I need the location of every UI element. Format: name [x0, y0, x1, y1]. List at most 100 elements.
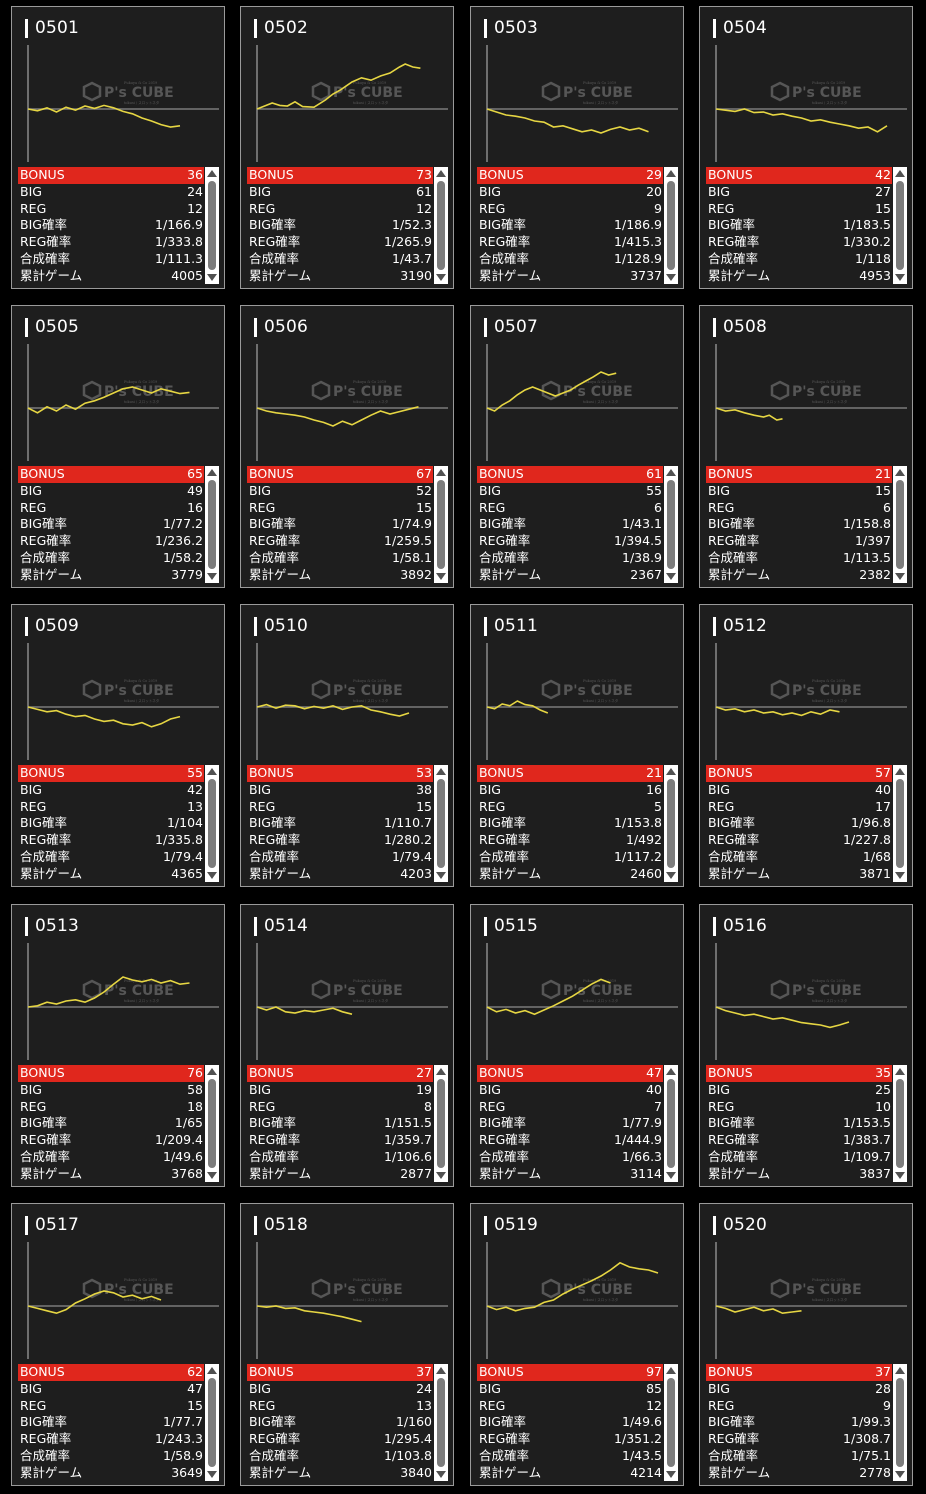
machine-card[interactable]: 0518 P's CUBE Fukuya & Co 2019 tokusi / スロッ…	[240, 1203, 454, 1486]
machine-card[interactable]: 0515 P's CUBE Fukuya & Co 2019 tokusi / スロッ…	[470, 904, 684, 1187]
machine-card[interactable]: 0502 P's CUBE Fukuya & Co 2019 tokusi / スロッ…	[240, 6, 454, 289]
scroll-thumb[interactable]	[208, 1378, 216, 1467]
machine-card[interactable]: 0511 P's CUBE Fukuya & Co 2019 tokusi / スロッ…	[470, 604, 684, 887]
scroll-down-arrow-icon[interactable]	[895, 872, 905, 879]
stats-scrollbar[interactable]	[205, 1364, 219, 1481]
stats-scrollbar[interactable]	[664, 1364, 678, 1481]
machine-card[interactable]: 0519 P's CUBE Fukuya & Co 2019 tokusi / スロッ…	[470, 1203, 684, 1486]
machine-card[interactable]: 0520 P's CUBE Fukuya & Co 2019 tokusi / スロッ…	[699, 1203, 913, 1486]
scroll-up-arrow-icon[interactable]	[666, 768, 676, 775]
scroll-down-arrow-icon[interactable]	[666, 872, 676, 879]
scroll-up-arrow-icon[interactable]	[207, 170, 217, 177]
scroll-down-arrow-icon[interactable]	[207, 1172, 217, 1179]
stats-scrollbar[interactable]	[893, 167, 907, 284]
machine-card[interactable]: 0516 P's CUBE Fukuya & Co 2019 tokusi / スロッ…	[699, 904, 913, 1187]
scroll-thumb[interactable]	[437, 181, 445, 270]
scroll-up-arrow-icon[interactable]	[895, 768, 905, 775]
scroll-down-arrow-icon[interactable]	[666, 573, 676, 580]
machine-card[interactable]: 0504 P's CUBE Fukuya & Co 2019 tokusi / スロッ…	[699, 6, 913, 289]
machine-card[interactable]: 0501 P's CUBE Fukuya & Co 2019 tokusi / スロッ…	[11, 6, 225, 289]
scroll-thumb[interactable]	[667, 480, 675, 569]
scroll-thumb[interactable]	[896, 480, 904, 569]
scroll-up-arrow-icon[interactable]	[895, 1367, 905, 1374]
machine-card[interactable]: 0513 P's CUBE Fukuya & Co 2019 tokusi / スロッ…	[11, 904, 225, 1187]
scroll-up-arrow-icon[interactable]	[436, 1068, 446, 1075]
scroll-thumb[interactable]	[896, 1079, 904, 1168]
scroll-down-arrow-icon[interactable]	[207, 274, 217, 281]
machine-card[interactable]: 0507 P's CUBE Fukuya & Co 2019 tokusi / スロッ…	[470, 305, 684, 588]
machine-card[interactable]: 0505 P's CUBE Fukuya & Co 2019 tokusi / スロッ…	[11, 305, 225, 588]
machine-card[interactable]: 0509 P's CUBE Fukuya & Co 2019 tokusi / スロッ…	[11, 604, 225, 887]
scroll-up-arrow-icon[interactable]	[207, 1367, 217, 1374]
scroll-up-arrow-icon[interactable]	[895, 1068, 905, 1075]
scroll-down-arrow-icon[interactable]	[895, 274, 905, 281]
scroll-down-arrow-icon[interactable]	[207, 872, 217, 879]
scroll-up-arrow-icon[interactable]	[666, 1068, 676, 1075]
scroll-thumb[interactable]	[667, 1378, 675, 1467]
scroll-thumb[interactable]	[896, 181, 904, 270]
scroll-up-arrow-icon[interactable]	[895, 469, 905, 476]
stats-scrollbar[interactable]	[434, 167, 448, 284]
scroll-up-arrow-icon[interactable]	[207, 768, 217, 775]
machine-card[interactable]: 0508 P's CUBE Fukuya & Co 2019 tokusi / スロッ…	[699, 305, 913, 588]
scroll-down-arrow-icon[interactable]	[436, 872, 446, 879]
stats-scrollbar[interactable]	[434, 1065, 448, 1182]
scroll-down-arrow-icon[interactable]	[895, 1471, 905, 1478]
stats-scrollbar[interactable]	[434, 466, 448, 583]
scroll-thumb[interactable]	[437, 779, 445, 868]
scroll-thumb[interactable]	[667, 779, 675, 868]
scroll-thumb[interactable]	[208, 1079, 216, 1168]
scroll-thumb[interactable]	[208, 779, 216, 868]
scroll-down-arrow-icon[interactable]	[436, 573, 446, 580]
scroll-thumb[interactable]	[208, 181, 216, 270]
machine-card[interactable]: 0512 P's CUBE Fukuya & Co 2019 tokusi / スロッ…	[699, 604, 913, 887]
scroll-up-arrow-icon[interactable]	[436, 768, 446, 775]
scroll-up-arrow-icon[interactable]	[895, 170, 905, 177]
scroll-down-arrow-icon[interactable]	[895, 573, 905, 580]
scroll-down-arrow-icon[interactable]	[207, 573, 217, 580]
machine-card[interactable]: 0514 P's CUBE Fukuya & Co 2019 tokusi / スロッ…	[240, 904, 454, 1187]
scroll-up-arrow-icon[interactable]	[207, 469, 217, 476]
scroll-down-arrow-icon[interactable]	[207, 1471, 217, 1478]
stats-scrollbar[interactable]	[205, 765, 219, 882]
stats-scrollbar[interactable]	[893, 1364, 907, 1481]
scroll-down-arrow-icon[interactable]	[436, 1471, 446, 1478]
scroll-down-arrow-icon[interactable]	[895, 1172, 905, 1179]
scroll-thumb[interactable]	[896, 779, 904, 868]
machine-card[interactable]: 0506 P's CUBE Fukuya & Co 2019 tokusi / スロッ…	[240, 305, 454, 588]
stats-scrollbar[interactable]	[205, 167, 219, 284]
scroll-down-arrow-icon[interactable]	[666, 1172, 676, 1179]
scroll-thumb[interactable]	[437, 1378, 445, 1467]
scroll-down-arrow-icon[interactable]	[436, 1172, 446, 1179]
scroll-thumb[interactable]	[208, 480, 216, 569]
scroll-up-arrow-icon[interactable]	[436, 469, 446, 476]
scroll-thumb[interactable]	[896, 1378, 904, 1467]
scroll-down-arrow-icon[interactable]	[666, 274, 676, 281]
stats-scrollbar[interactable]	[893, 765, 907, 882]
scroll-thumb[interactable]	[437, 480, 445, 569]
scroll-up-arrow-icon[interactable]	[207, 1068, 217, 1075]
stats-scrollbar[interactable]	[664, 1065, 678, 1182]
scroll-up-arrow-icon[interactable]	[666, 170, 676, 177]
machine-card[interactable]: 0503 P's CUBE Fukuya & Co 2019 tokusi / スロッ…	[470, 6, 684, 289]
stats-scrollbar[interactable]	[664, 765, 678, 882]
scroll-down-arrow-icon[interactable]	[436, 274, 446, 281]
scroll-thumb[interactable]	[667, 1079, 675, 1168]
stats-scrollbar[interactable]	[434, 765, 448, 882]
scroll-up-arrow-icon[interactable]	[666, 1367, 676, 1374]
scroll-down-arrow-icon[interactable]	[666, 1471, 676, 1478]
stats-scrollbar[interactable]	[205, 1065, 219, 1182]
scroll-up-arrow-icon[interactable]	[436, 170, 446, 177]
stats-scrollbar[interactable]	[664, 167, 678, 284]
stats-scrollbar[interactable]	[664, 466, 678, 583]
machine-card[interactable]: 0510 P's CUBE Fukuya & Co 2019 tokusi / スロッ…	[240, 604, 454, 887]
stats-scrollbar[interactable]	[205, 466, 219, 583]
stats-scrollbar[interactable]	[893, 466, 907, 583]
scroll-up-arrow-icon[interactable]	[666, 469, 676, 476]
scroll-thumb[interactable]	[667, 181, 675, 270]
scroll-up-arrow-icon[interactable]	[436, 1367, 446, 1374]
scroll-thumb[interactable]	[437, 1079, 445, 1168]
stats-scrollbar[interactable]	[893, 1065, 907, 1182]
machine-card[interactable]: 0517 P's CUBE Fukuya & Co 2019 tokusi / スロッ…	[11, 1203, 225, 1486]
stats-scrollbar[interactable]	[434, 1364, 448, 1481]
